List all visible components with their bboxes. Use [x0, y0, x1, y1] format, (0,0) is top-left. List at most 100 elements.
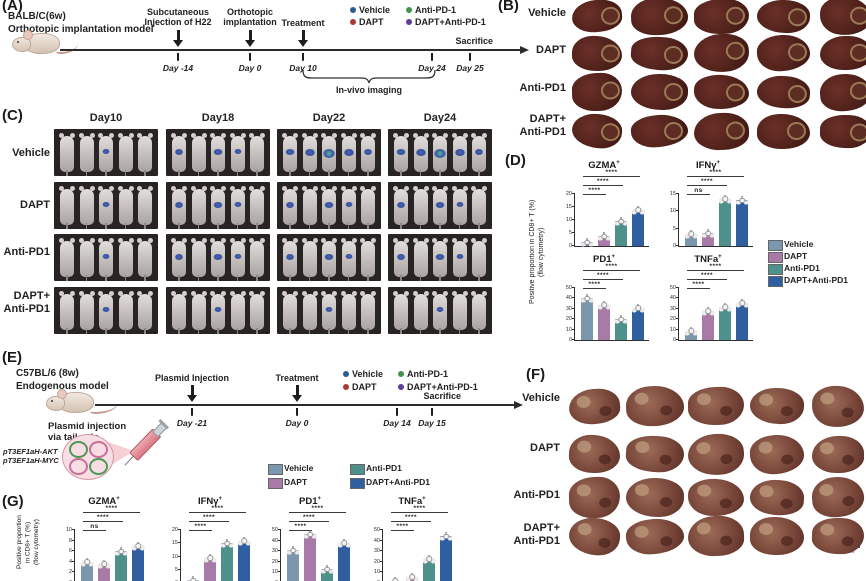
imaged-mouse: [471, 132, 487, 176]
y-tick-mark: [571, 297, 575, 299]
mouse-tail: [105, 274, 107, 281]
imaged-mouse: [249, 237, 265, 281]
mouse-ear-icon: [423, 132, 429, 138]
mouse-body: [99, 240, 113, 277]
imaged-mouse: [412, 185, 429, 229]
mouse-body: [452, 240, 467, 277]
mouse-ear-icon: [70, 237, 75, 243]
mouse-ear-icon: [137, 237, 142, 243]
mouse-ear-icon: [171, 132, 176, 138]
mouse-ear-icon: [471, 290, 476, 296]
liver-lobe-highlight: [576, 521, 592, 536]
y-tick-mark: [71, 571, 75, 573]
imaged-mouse: [393, 237, 409, 281]
panel-a-model: Orthotopic implantation model: [8, 24, 154, 35]
bar-dapt: [598, 300, 610, 340]
significance-annotation: ****: [289, 505, 346, 513]
legend-swatch-icon: [350, 464, 365, 475]
significance-line: [687, 279, 727, 280]
significance-label: ****: [294, 523, 307, 530]
significance-label: ****: [605, 169, 618, 176]
panel-d-label: (D): [505, 152, 526, 169]
bar-dapt+anti-pd1: [736, 196, 748, 246]
mouse-ear-icon: [360, 185, 365, 191]
imaged-mouse: [137, 237, 153, 281]
significance-line: [189, 521, 229, 522]
imaging-cell: [54, 129, 158, 176]
bar-anti-pd1: [221, 539, 233, 581]
y-tick-mark: [71, 539, 75, 541]
liver-photo: [810, 384, 866, 428]
mouse-ear-icon: [462, 132, 468, 138]
bar-dapt+anti-pd1: [440, 532, 452, 581]
mouse-body: [452, 293, 467, 330]
plasmid-icon-green: [89, 458, 108, 475]
panel-e-model: Endogenous model: [16, 381, 109, 392]
imaging-row-label: DAPT: [20, 199, 50, 211]
y-tick-mark: [571, 206, 575, 207]
significance-line: [687, 176, 744, 177]
significance-annotation: ****: [289, 514, 329, 522]
y-tick-mark: [571, 245, 575, 246]
y-tick-label: 20: [373, 558, 380, 565]
liver-lobe-shadow: [841, 536, 855, 547]
mouse-ear-icon: [482, 237, 487, 243]
mouse-tail: [328, 274, 330, 281]
mouse-ear-icon: [201, 237, 207, 243]
mouse-tail: [289, 327, 291, 334]
mouse-tail: [347, 274, 349, 281]
y-tick-label: 0: [568, 243, 572, 249]
mouse-ear-icon: [98, 132, 103, 138]
imaged-mouse: [360, 185, 376, 229]
mouse-tail: [178, 169, 180, 176]
mouse-ear-icon: [293, 185, 298, 191]
imaging-row-label: Anti-PD1: [3, 246, 50, 258]
legend-label: DAPT: [352, 382, 377, 392]
mouse-ear-icon: [210, 237, 215, 243]
y-tick-label: 0: [568, 337, 572, 343]
liver-lobe-highlight: [757, 440, 773, 454]
mouse-ear-icon: [148, 237, 153, 243]
bar-chart-gzma: GZMA+ **** **** **** 0 5 10 15 20: [556, 160, 652, 290]
tumor-liver-photo: [692, 74, 750, 110]
significance-line: [189, 530, 212, 531]
mouse-body: [230, 135, 245, 172]
y-tick-mark: [177, 542, 181, 544]
mouse-tail: [439, 274, 441, 281]
mouse-tail: [178, 274, 180, 281]
bioluminescence-signal: [175, 253, 183, 260]
data-point-dots: [601, 233, 607, 240]
mouse-body: [230, 240, 245, 277]
significance-label: ****: [709, 169, 722, 176]
mouse-tail: [217, 169, 219, 176]
imaged-mouse: [393, 132, 409, 176]
y-tick-label: 10: [373, 569, 380, 576]
tumor-ring: [787, 121, 807, 140]
bar-anti-pd1: [615, 315, 627, 340]
y-tick-mark: [571, 307, 575, 309]
data-point-dots: [190, 577, 196, 581]
significance-label: ****: [396, 523, 409, 530]
mouse-tail: [90, 400, 118, 414]
mouse-body: [302, 240, 317, 277]
data-point-dots: [618, 316, 624, 323]
imaged-mouse: [321, 290, 337, 334]
significance-line: [583, 194, 606, 195]
significance-label: ****: [692, 281, 705, 288]
bioluminescence-signal: [364, 148, 372, 155]
tumor-ring: [724, 41, 746, 61]
imaging-cell: [166, 182, 270, 229]
y-tick-label: 6: [68, 548, 72, 555]
bar-dapt+anti-pd1: [238, 536, 250, 581]
significance-annotation: ns: [83, 523, 106, 531]
mouse-ear-icon: [240, 132, 246, 138]
mouse-tail: [124, 222, 126, 229]
mouse-tail: [66, 274, 68, 281]
mouse-tail: [197, 274, 199, 281]
chart-title: PD1+: [299, 496, 321, 508]
liver-lobe-shadow: [781, 406, 794, 417]
legend-label: DAPT: [284, 477, 308, 487]
mouse-tail: [85, 222, 87, 229]
liver-lobe-highlight: [820, 391, 836, 404]
mouse-ear-icon: [471, 132, 476, 138]
